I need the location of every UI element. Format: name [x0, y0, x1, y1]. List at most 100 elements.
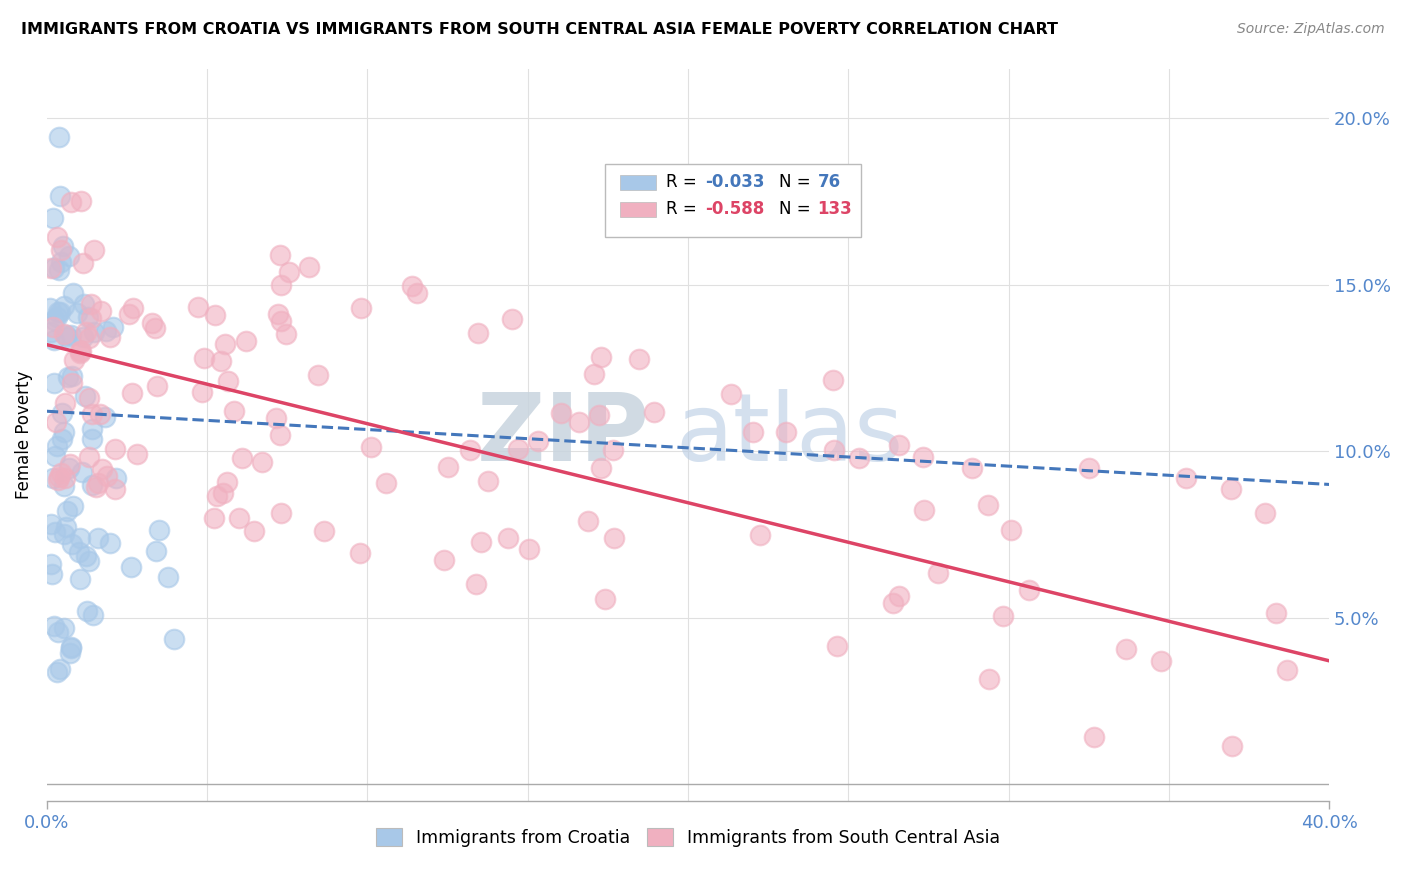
Point — [121, 386, 143, 401]
Point — [41, 566, 63, 581]
Point — [53, 396, 76, 410]
Point — [51, 406, 73, 420]
Text: -0.033: -0.033 — [704, 173, 765, 191]
Point — [72, 330, 94, 344]
Point — [48, 263, 70, 277]
Point — [276, 327, 298, 342]
Point — [52, 425, 75, 439]
Point — [591, 350, 613, 364]
Point — [55, 328, 77, 343]
Point — [202, 511, 225, 525]
Point — [143, 320, 166, 334]
Point — [593, 592, 616, 607]
Point — [477, 474, 499, 488]
Point — [887, 590, 910, 604]
Point — [52, 239, 75, 253]
Point — [550, 406, 572, 420]
Text: N =: N = — [779, 173, 815, 191]
Point — [39, 557, 62, 571]
Text: -0.588: -0.588 — [704, 200, 763, 218]
Point — [235, 334, 257, 348]
Point — [94, 324, 117, 338]
Point — [75, 549, 97, 563]
Point — [1078, 460, 1101, 475]
Point — [1000, 524, 1022, 538]
Point — [80, 422, 103, 436]
Point — [75, 325, 97, 339]
Point — [70, 465, 93, 479]
Text: IMMIGRANTS FROM CROATIA VS IMMIGRANTS FROM SOUTH CENTRAL ASIA FEMALE POVERTY COR: IMMIGRANTS FROM CROATIA VS IMMIGRANTS FR… — [21, 22, 1059, 37]
Point — [991, 608, 1014, 623]
Point — [69, 531, 91, 545]
Point — [741, 425, 763, 439]
Point — [104, 442, 127, 457]
Point — [252, 455, 274, 469]
Point — [496, 532, 519, 546]
Point — [73, 297, 96, 311]
Point — [87, 532, 110, 546]
Point — [60, 369, 83, 384]
Point — [436, 459, 458, 474]
Point — [90, 304, 112, 318]
Point — [72, 255, 94, 269]
Point — [67, 545, 90, 559]
Point — [145, 543, 167, 558]
Point — [76, 310, 98, 324]
Point — [80, 432, 103, 446]
Point — [887, 438, 910, 452]
Point — [62, 285, 84, 300]
Point — [298, 260, 321, 274]
Point — [53, 299, 76, 313]
Point — [48, 129, 70, 144]
Legend: Immigrants from Croatia, Immigrants from South Central Asia: Immigrants from Croatia, Immigrants from… — [368, 822, 1007, 854]
Point — [69, 346, 91, 360]
Point — [1150, 654, 1173, 668]
Point — [96, 468, 118, 483]
Point — [44, 333, 66, 347]
Point — [66, 306, 89, 320]
Point — [156, 570, 179, 584]
Point — [49, 305, 72, 319]
Point — [193, 351, 215, 366]
Point — [979, 672, 1001, 686]
Point — [39, 325, 62, 339]
Point — [120, 560, 142, 574]
Point — [207, 489, 229, 503]
Point — [141, 316, 163, 330]
Point — [1115, 642, 1137, 657]
Point — [187, 300, 209, 314]
Point — [270, 506, 292, 520]
Point — [52, 479, 75, 493]
Point — [58, 249, 80, 263]
Point — [360, 440, 382, 454]
Point — [55, 520, 77, 534]
Point — [105, 471, 128, 485]
Point — [44, 449, 66, 463]
Point — [960, 461, 983, 475]
Point — [69, 572, 91, 586]
Point — [77, 450, 100, 464]
Point — [77, 331, 100, 345]
Point — [70, 343, 93, 358]
Point — [56, 370, 79, 384]
Point — [52, 621, 75, 635]
Point — [228, 510, 250, 524]
Point — [212, 485, 235, 500]
Point — [374, 475, 396, 490]
Point — [775, 425, 797, 440]
Point — [911, 450, 934, 465]
Text: atlas: atlas — [675, 389, 904, 481]
Point — [1220, 739, 1243, 754]
Point — [823, 443, 845, 458]
Point — [458, 443, 481, 458]
Point — [82, 478, 104, 492]
Point — [508, 442, 530, 456]
Point — [163, 632, 186, 646]
Point — [267, 307, 290, 321]
Point — [52, 527, 75, 541]
Point — [1219, 482, 1241, 496]
Point — [59, 458, 82, 472]
Point — [48, 473, 70, 487]
Point — [589, 461, 612, 475]
Point — [848, 450, 870, 465]
